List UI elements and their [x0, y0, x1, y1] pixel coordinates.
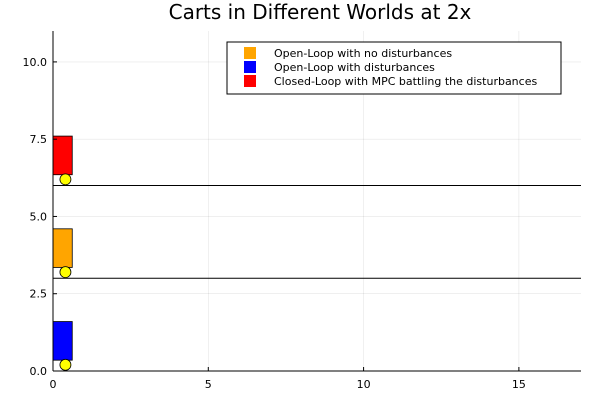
x-tick-label: 10 [357, 378, 371, 391]
legend-box [226, 41, 562, 95]
legend-label-2: Open-Loop with disturbances [274, 61, 435, 74]
y-tick-label: 2.5 [30, 288, 48, 301]
legend: Open-Loop with no disturbancesOpen-Loop … [226, 41, 562, 95]
y-tick-label: 10.0 [23, 56, 48, 69]
legend-label-3: Closed-Loop with MPC battling the distur… [274, 75, 537, 88]
axes: 0 5 10 15 0.0 2.5 5.0 7.5 10.0 [23, 31, 581, 391]
legend-swatch-2 [244, 61, 256, 73]
cart-body-1 [52, 228, 73, 268]
y-tick-label: 5.0 [30, 210, 48, 223]
y-tick-label: 0.0 [30, 365, 48, 378]
cart-wheel-2 [59, 358, 72, 371]
y-tick-label: 7.5 [30, 133, 48, 146]
cart-body-2 [52, 321, 73, 361]
track-lines [53, 185, 581, 279]
cart-wheel-3 [59, 173, 72, 186]
carts [52, 135, 73, 371]
chart-title: Carts in Different Worlds at 2x [169, 0, 472, 24]
x-tick-label: 5 [205, 378, 212, 391]
x-tick-label: 0 [50, 378, 57, 391]
legend-swatch-1 [244, 47, 256, 59]
legend-label-1: Open-Loop with no disturbances [274, 47, 452, 60]
cart-wheel-1 [59, 266, 72, 278]
x-tick-label: 15 [512, 378, 526, 391]
cart-body-3 [52, 135, 73, 176]
legend-swatch-3 [244, 75, 256, 87]
